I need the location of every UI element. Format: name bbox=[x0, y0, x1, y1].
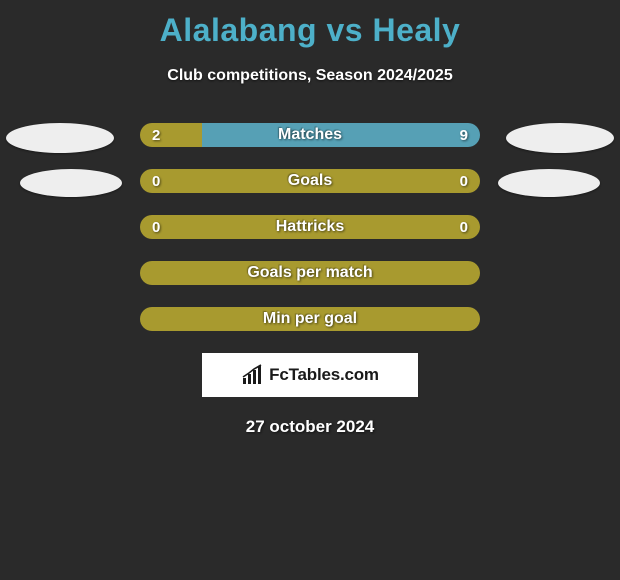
player2-badge-placeholder-2 bbox=[498, 169, 600, 197]
stat-row-hattricks: Hattricks00 bbox=[140, 215, 480, 239]
bar-fill-left bbox=[140, 169, 480, 193]
bar-fill-right bbox=[202, 123, 480, 147]
stat-row-min_per_goal: Min per goal bbox=[140, 307, 480, 331]
bar-fill-left bbox=[140, 123, 202, 147]
brand-text: FcTables.com bbox=[269, 365, 379, 385]
title-vs: vs bbox=[326, 12, 363, 48]
player1-badge-placeholder-1 bbox=[6, 123, 114, 153]
bar-chart-icon bbox=[241, 364, 265, 386]
bar-track bbox=[140, 123, 480, 147]
bar-fill-left bbox=[140, 261, 480, 285]
player2-badge-placeholder-1 bbox=[506, 123, 614, 153]
date-line: 27 october 2024 bbox=[0, 417, 620, 437]
page-title: Alalabang vs Healy bbox=[0, 0, 620, 49]
bar-track bbox=[140, 261, 480, 285]
stat-row-goals_per_match: Goals per match bbox=[140, 261, 480, 285]
comparison-stage: Matches29 Goals00 Hattricks00 Goals per mat… bbox=[0, 123, 620, 437]
stat-row-matches: Matches29 bbox=[140, 123, 480, 147]
title-player1: Alalabang bbox=[160, 12, 317, 48]
brand-box[interactable]: FcTables.com bbox=[202, 353, 418, 397]
bar-track bbox=[140, 307, 480, 331]
bar-track bbox=[140, 169, 480, 193]
player1-badge-placeholder-2 bbox=[20, 169, 122, 197]
subtitle: Club competitions, Season 2024/2025 bbox=[0, 67, 620, 85]
bar-fill-left bbox=[140, 215, 480, 239]
bar-track bbox=[140, 215, 480, 239]
bars-host: Matches29 Goals00 Hattricks00 Goals per mat… bbox=[0, 123, 620, 331]
stat-row-goals: Goals00 bbox=[140, 169, 480, 193]
bar-fill-left bbox=[140, 307, 480, 331]
title-player2: Healy bbox=[372, 12, 460, 48]
